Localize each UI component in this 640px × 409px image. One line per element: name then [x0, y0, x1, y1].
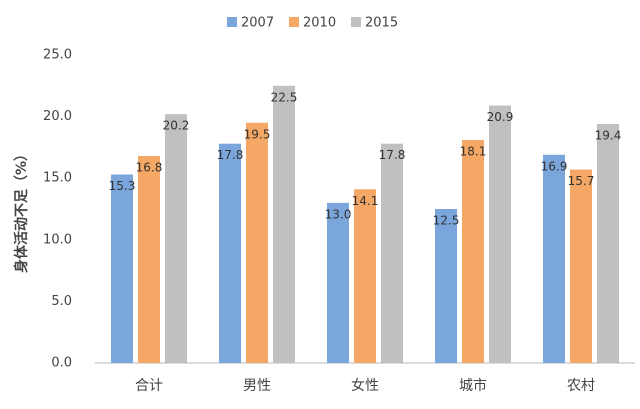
x-tick-label: 合计 [135, 378, 163, 394]
value-label: 14.1 [352, 194, 379, 208]
bar [246, 122, 268, 363]
value-label: 20.9 [487, 110, 514, 124]
legend-label: 2010 [303, 16, 336, 31]
bar [381, 143, 403, 363]
value-label: 22.5 [271, 90, 298, 104]
bar [327, 202, 349, 363]
bar [489, 105, 511, 364]
y-axis-label: 身体活动不足（%） [13, 147, 30, 273]
legend-swatch [227, 17, 237, 27]
bar [435, 209, 457, 363]
value-label: 13.0 [325, 207, 352, 221]
bar [543, 154, 565, 363]
value-label: 17.8 [217, 148, 244, 162]
value-label: 15.7 [568, 174, 595, 188]
value-label: 19.4 [595, 128, 622, 142]
bar [570, 169, 592, 363]
legend-swatch [289, 17, 299, 27]
bar [219, 143, 241, 363]
y-tick-label: 25.0 [43, 48, 72, 63]
bar [597, 123, 619, 363]
y-tick-label: 5.0 [51, 294, 72, 309]
value-label: 16.9 [541, 159, 568, 173]
bar [111, 174, 133, 363]
y-tick-label: 0.0 [51, 356, 72, 371]
value-label: 16.8 [136, 161, 163, 175]
bar [273, 85, 295, 364]
value-label: 15.3 [109, 179, 136, 193]
bar [165, 114, 187, 363]
x-tick-label: 农村 [567, 378, 595, 394]
legend-label: 2007 [241, 16, 274, 31]
value-label: 17.8 [379, 148, 406, 162]
x-tick-label: 男性 [243, 378, 271, 394]
y-tick-label: 20.0 [43, 109, 72, 124]
x-tick-label: 城市 [459, 377, 487, 394]
value-label: 20.2 [163, 119, 190, 133]
bar [138, 156, 160, 363]
x-tick-label: 女性 [351, 377, 379, 394]
legend-label: 2015 [365, 16, 398, 31]
y-tick-label: 15.0 [43, 171, 72, 186]
value-label: 18.1 [460, 145, 487, 159]
bar [462, 140, 484, 363]
bar [354, 189, 376, 363]
legend-swatch [351, 17, 361, 27]
value-label: 12.5 [433, 214, 460, 228]
y-tick-label: 10.0 [43, 232, 72, 247]
value-label: 19.5 [244, 127, 271, 141]
